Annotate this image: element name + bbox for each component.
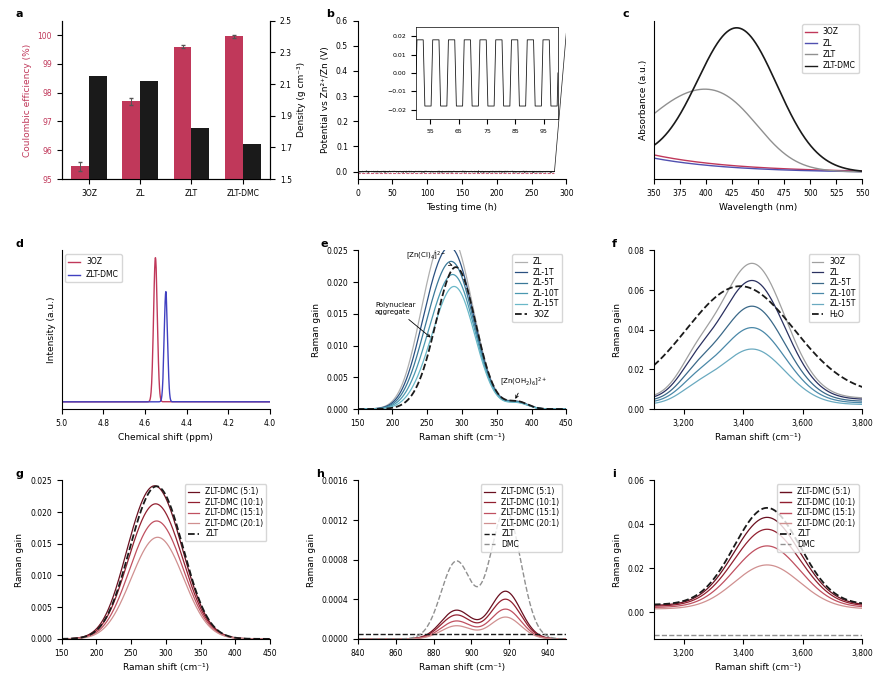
Bar (224, 36, 243, 687)
X-axis label: Raman shift (cm⁻¹): Raman shift (cm⁻¹) (715, 433, 801, 442)
Legend: ZLT-DMC (5:1), ZLT-DMC (10:1), ZLT-DMC (15:1), ZLT-DMC (20:1), ZLT, DMC: ZLT-DMC (5:1), ZLT-DMC (10:1), ZLT-DMC (… (777, 484, 859, 552)
X-axis label: Raman shift (cm⁻¹): Raman shift (cm⁻¹) (419, 433, 505, 442)
Text: f: f (612, 239, 617, 249)
X-axis label: Wavelength (nm): Wavelength (nm) (719, 203, 797, 212)
Text: e: e (320, 239, 327, 249)
Text: [Zn(Cl)$_4$]$^{2-}$: [Zn(Cl)$_4$]$^{2-}$ (407, 249, 452, 265)
Text: b: b (326, 10, 334, 19)
Text: i: i (612, 469, 616, 480)
Text: Polynuclear
aggregate: Polynuclear aggregate (375, 302, 430, 337)
Y-axis label: Coulombic efficiency (%): Coulombic efficiency (%) (23, 43, 32, 157)
Y-axis label: Absorbance (a.u.): Absorbance (a.u.) (639, 60, 649, 140)
Bar (122, 101, 140, 687)
Text: d: d (16, 239, 24, 249)
X-axis label: Raman shift (cm⁻¹): Raman shift (cm⁻¹) (419, 663, 505, 672)
X-axis label: Testing time (h): Testing time (h) (427, 203, 497, 212)
Y-axis label: Raman gain: Raman gain (307, 532, 316, 587)
Text: a: a (16, 10, 23, 19)
X-axis label: Chemical shift (ppm): Chemical shift (ppm) (119, 433, 213, 442)
Y-axis label: Potential vs Zn²⁺/Zn (V): Potential vs Zn²⁺/Zn (V) (321, 47, 330, 153)
X-axis label: Raman shift (cm⁻¹): Raman shift (cm⁻¹) (123, 663, 209, 672)
Bar (71, 166, 89, 687)
Y-axis label: Raman gain: Raman gain (16, 532, 25, 587)
Y-axis label: Density (g cm⁻³): Density (g cm⁻³) (297, 63, 306, 137)
Bar (140, 81, 158, 417)
Y-axis label: Raman gain: Raman gain (612, 303, 621, 357)
Y-axis label: Raman gain: Raman gain (312, 303, 320, 357)
Text: g: g (16, 469, 24, 480)
Legend: ZL, ZL-1T, ZL-5T, ZL-10T, ZL-15T, 3OZ: ZL, ZL-1T, ZL-5T, ZL-10T, ZL-15T, 3OZ (512, 254, 562, 322)
Bar (192, 128, 209, 417)
Bar (173, 47, 192, 687)
Legend: ZLT-DMC (5:1), ZLT-DMC (10:1), ZLT-DMC (15:1), ZLT-DMC (20:1), ZLT, DMC: ZLT-DMC (5:1), ZLT-DMC (10:1), ZLT-DMC (… (480, 484, 562, 552)
Bar (243, 144, 260, 417)
Y-axis label: Intensity (a.u.): Intensity (a.u.) (47, 297, 56, 363)
X-axis label: Raman shift (cm⁻¹): Raman shift (cm⁻¹) (715, 663, 801, 672)
Legend: ZLT-DMC (5:1), ZLT-DMC (10:1), ZLT-DMC (15:1), ZLT-DMC (20:1), ZLT: ZLT-DMC (5:1), ZLT-DMC (10:1), ZLT-DMC (… (185, 484, 267, 541)
Text: c: c (622, 10, 629, 19)
Legend: 3OZ, ZL, ZLT, ZLT-DMC: 3OZ, ZL, ZLT, ZLT-DMC (802, 25, 859, 74)
Bar (89, 76, 107, 417)
Text: h: h (316, 469, 324, 480)
Y-axis label: Raman gain: Raman gain (612, 532, 621, 587)
Legend: 3OZ, ZL, ZL-5T, ZL-10T, ZL-15T, H₂O: 3OZ, ZL, ZL-5T, ZL-10T, ZL-15T, H₂O (809, 254, 859, 322)
Text: [Zn(OH$_2$)$_6$]$^{2+}$: [Zn(OH$_2$)$_6$]$^{2+}$ (500, 375, 547, 398)
Legend: 3OZ, ZLT-DMC: 3OZ, ZLT-DMC (65, 254, 122, 282)
